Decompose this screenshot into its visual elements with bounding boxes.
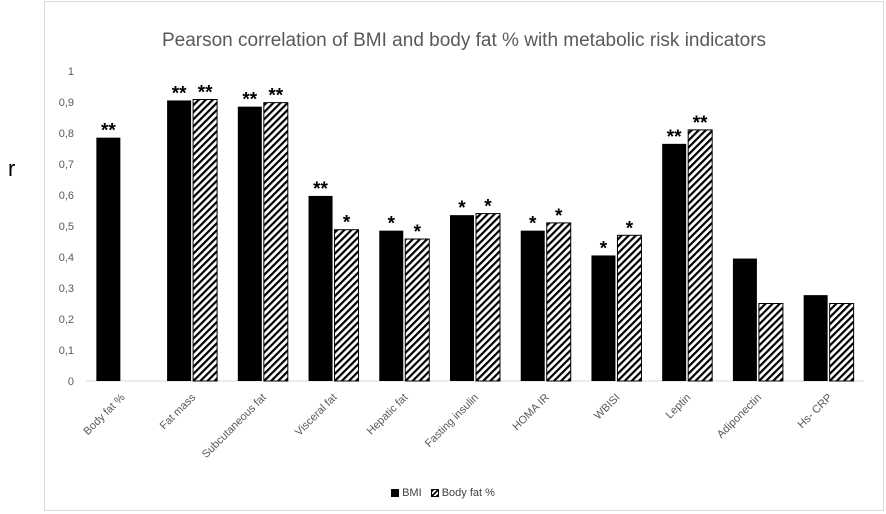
significance-label: * [626, 218, 634, 239]
significance-label: ** [667, 127, 682, 148]
bar-body-fat [475, 213, 501, 382]
y-tick-label: 0,4 [59, 252, 74, 264]
significance-label: ** [198, 83, 213, 104]
bar-bmi [96, 137, 121, 381]
significance-label: ** [693, 113, 708, 134]
chart-frame [44, 1, 884, 511]
x-tick-label: HOMA IR [511, 392, 552, 433]
bar-body-fat [334, 229, 360, 382]
bar-body-fat [263, 102, 289, 382]
significance-label: ** [101, 121, 116, 142]
significance-label: * [484, 197, 492, 218]
legend-label-body-fat: Body fat % [441, 487, 495, 499]
bar-bmi [520, 230, 545, 381]
bar-body-fat [616, 234, 642, 382]
significance-label: * [458, 198, 466, 219]
y-tick-label: 0,7 [59, 159, 74, 171]
bar-body-fat [404, 238, 430, 382]
x-tick-label: Hepatic fat [365, 392, 411, 438]
significance-label: ** [268, 86, 283, 107]
bar-body-fat [829, 303, 855, 382]
y-tick-label: 0,3 [59, 283, 74, 295]
legend-swatch-body-fat [430, 489, 439, 497]
bar-body-fat [687, 129, 713, 382]
significance-label: ** [242, 90, 257, 111]
significance-label: * [529, 214, 537, 235]
y-tick-label: 0 [68, 376, 74, 388]
legend-swatch-bmi [391, 489, 400, 497]
legend: BMI Body fat % [0, 487, 886, 500]
legend-item-bmi: BMI [391, 487, 422, 499]
y-tick-label: 0,1 [59, 345, 74, 357]
y-tick-label: 0,6 [59, 190, 74, 202]
bar-bmi [591, 255, 616, 381]
y-tick-label: 0,5 [59, 221, 74, 233]
legend-item-body-fat: Body fat % [430, 487, 495, 499]
y-axis-label: r [8, 156, 16, 181]
x-tick-label: Fat mass [158, 391, 199, 432]
chart-title: Pearson correlation of BMI and body fat … [161, 30, 767, 51]
y-tick-label: 0,8 [59, 128, 74, 140]
significance-label: * [388, 214, 396, 235]
significance-label: ** [172, 83, 187, 104]
x-tick-label: Fasting insulin [423, 392, 481, 450]
x-tick-label: Adiponectin [715, 392, 764, 441]
significance-label: ** [313, 179, 328, 200]
significance-label: * [555, 206, 563, 227]
legend-label-bmi: BMI [402, 487, 422, 499]
bar-bmi [308, 195, 333, 381]
y-tick-label: 0,9 [59, 97, 74, 109]
y-tick-label: 0,2 [59, 314, 74, 326]
y-tick-label: 1 [68, 66, 74, 78]
bar-bmi [167, 100, 192, 381]
significance-label: * [343, 213, 351, 234]
bar-bmi [803, 295, 828, 381]
bar-bmi [379, 230, 404, 381]
bar-body-fat [546, 222, 572, 382]
bar-body-fat [758, 303, 784, 382]
x-tick-label: WBISI [592, 392, 623, 423]
bar-bmi [662, 143, 687, 381]
x-tick-label: Visceral fat [293, 392, 340, 439]
bar-body-fat [192, 99, 218, 382]
bar-bmi [450, 215, 474, 381]
significance-label: * [600, 238, 608, 259]
bar-bmi [732, 258, 757, 381]
bar-bmi [237, 106, 262, 382]
x-tick-label: Subcutaneous fat [200, 392, 269, 461]
x-tick-label: Leptin [664, 392, 694, 422]
significance-label: * [414, 222, 422, 243]
x-tick-label: Body fat % [81, 391, 127, 437]
x-tick-label: Hs- CRP [796, 392, 835, 431]
